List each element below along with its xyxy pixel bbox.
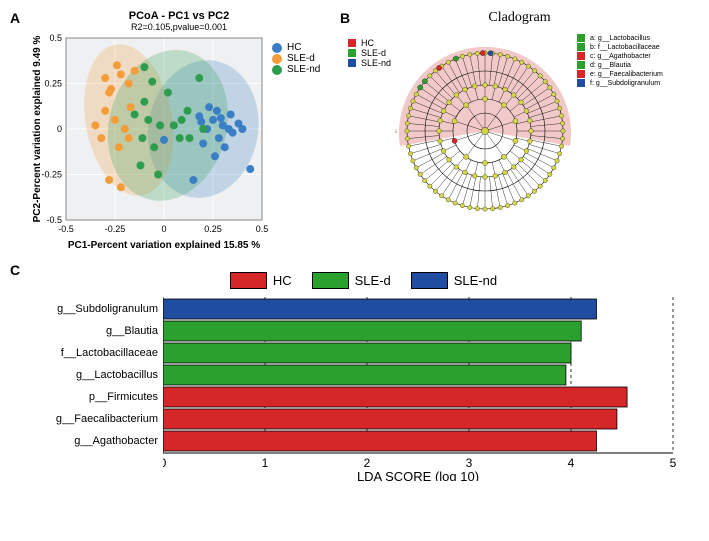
- svg-text:p__Firmicutes: p__Firmicutes: [395, 129, 397, 135]
- svg-text:0: 0: [161, 224, 166, 234]
- svg-text:0: 0: [163, 456, 167, 470]
- pcoa-chart: -0.5 -0.25 0 0.25 0.5 -0.5 -0.25 0 0.25 0.5 PC1-Pe…: [28, 32, 268, 252]
- pcoa-legend-item: SLE-d: [272, 53, 320, 64]
- svg-text:0.25: 0.25: [44, 79, 62, 89]
- lda-legend: HC SLE-d SLE-nd: [28, 272, 699, 289]
- panel-c-label: C: [10, 262, 20, 278]
- lda-bar-label: g__Agathobacter: [28, 431, 163, 451]
- clad-taxa-item: c: g__Agathobacter: [577, 52, 663, 60]
- lda-labels: g__Subdoligranulumg__Blautiaf__Lactobaci…: [28, 297, 163, 486]
- svg-text:-0.25: -0.25: [105, 224, 126, 234]
- lda-bar-label: g__Lactobacillus: [28, 365, 163, 385]
- pcoa-legend: HCSLE-dSLE-nd: [268, 32, 320, 252]
- panel-b: B Cladogram HCSLE-dSLE-nd p__Firmicutes …: [340, 10, 699, 252]
- cladogram-chart: p__Firmicutes: [395, 26, 575, 226]
- lda-bar-label: g__Blautia: [28, 321, 163, 341]
- clad-taxa-item: b: f__Lactobacillaceae: [577, 43, 663, 51]
- pcoa-title: PCoA - PC1 vs PC2: [28, 10, 330, 22]
- panel-a-label: A: [10, 10, 20, 26]
- clad-group-item: SLE-d: [348, 48, 391, 58]
- svg-text:2: 2: [364, 456, 371, 470]
- lda-bar-label: g__Subdoligranulum: [28, 299, 163, 319]
- pcoa-legend-item: SLE-nd: [272, 64, 320, 75]
- svg-text:0.5: 0.5: [256, 224, 268, 234]
- svg-text:1: 1: [262, 456, 269, 470]
- clad-group-item: SLE-nd: [348, 58, 391, 68]
- lda-legend-item: SLE-nd: [411, 272, 497, 289]
- svg-text:-0.25: -0.25: [41, 170, 62, 180]
- clad-taxa-item: a: g__Lactobacillus: [577, 34, 663, 42]
- svg-text:3: 3: [466, 456, 473, 470]
- lda-bar-label: p__Firmicutes: [28, 387, 163, 407]
- clad-taxa-item: f: g__Subdoligranulum: [577, 79, 663, 87]
- svg-text:0.25: 0.25: [204, 224, 222, 234]
- clad-taxa-item: e: g__Faecalibacterium: [577, 70, 663, 78]
- clad-group-item: HC: [348, 38, 391, 48]
- svg-text:0.5: 0.5: [49, 33, 62, 43]
- cladogram-taxa-legend: a: g__Lactobacillusb: f__Lactobacillacea…: [575, 26, 663, 226]
- panel-c: C HC SLE-d SLE-nd g__Subdoligranulumg__Bla…: [10, 262, 699, 486]
- svg-text:-0.5: -0.5: [58, 224, 74, 234]
- svg-text:LDA SCORE (log 10): LDA SCORE (log 10): [357, 469, 479, 481]
- lda-legend-item: SLE-d: [312, 272, 391, 289]
- svg-text:-0.5: -0.5: [46, 215, 62, 225]
- svg-text:4: 4: [568, 456, 575, 470]
- clad-taxa-item: d: g__Blautia: [577, 61, 663, 69]
- lda-bar-label: g__Faecalibacterium: [28, 409, 163, 429]
- pcoa-subtitle: R2=0.105,pvalue=0.001: [28, 22, 330, 32]
- svg-text:0: 0: [57, 124, 62, 134]
- cladogram-title: Cladogram: [340, 10, 699, 26]
- lda-plot: 0 1 2 3 4 5 LDA SCORE (log 10): [163, 297, 699, 486]
- lda-bar-label: f__Lactobacillaceae: [28, 343, 163, 363]
- lda-legend-item: HC: [230, 272, 292, 289]
- panel-a: A PCoA - PC1 vs PC2 R2=0.105,pvalue=0.00…: [10, 10, 330, 252]
- svg-text:PC2-Percent variation explaine: PC2-Percent variation explained 9.49 %: [32, 36, 43, 223]
- panel-b-label: B: [340, 10, 350, 26]
- cladogram-group-legend: HCSLE-dSLE-nd: [340, 26, 395, 226]
- pcoa-legend-item: HC: [272, 42, 320, 53]
- svg-text:5: 5: [670, 456, 677, 470]
- svg-text:PC1-Percent variation explaine: PC1-Percent variation explained 15.85 %: [68, 240, 260, 251]
